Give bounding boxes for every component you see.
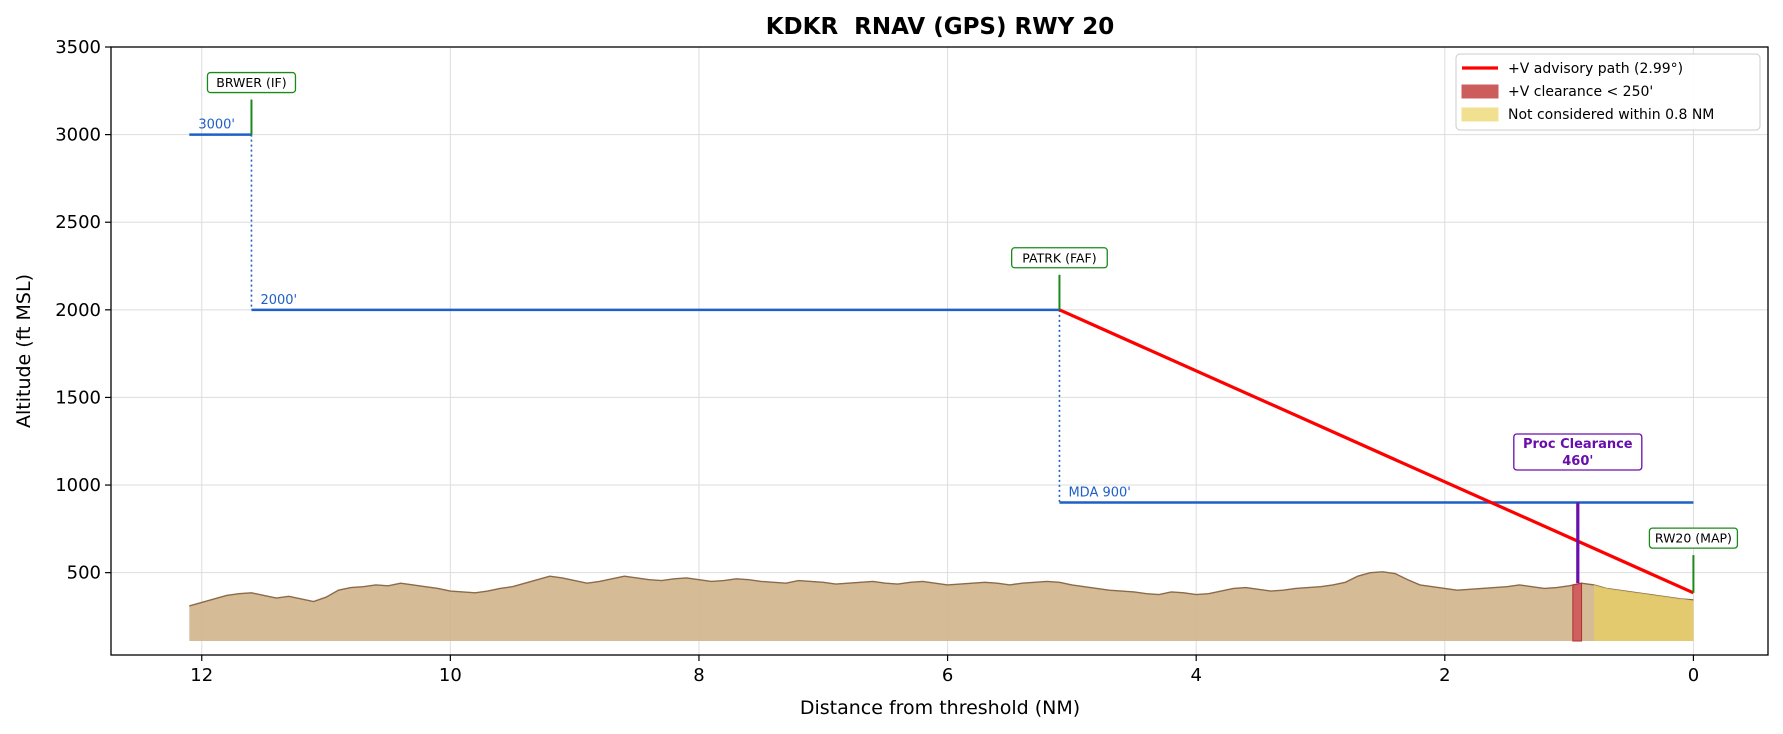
x-axis-label: Distance from threshold (NM) — [800, 697, 1080, 719]
x-tick-label: 10 — [439, 665, 462, 686]
fix-label-box — [1011, 247, 1108, 269]
y-tick-label: 3500 — [55, 37, 101, 58]
legend-patch-swatch — [1461, 84, 1499, 99]
y-tick-label: 500 — [67, 563, 101, 584]
x-tick-label: 4 — [1190, 665, 1201, 686]
x-axis-ticks: 12 10 8 6 4 2 0 — [190, 655, 1699, 686]
y-axis-ticks: 500 1000 1500 2000 2500 3000 3500 — [55, 37, 111, 584]
legend-label: +V clearance < 250' — [1508, 84, 1653, 100]
altitude-segment-label: 2000' — [260, 293, 297, 308]
segments-layer: 3000' 2000' MDA 900' — [189, 118, 1694, 504]
fix-label: PATRK (FAF) — [1022, 250, 1096, 265]
y-tick-label: 3000 — [55, 125, 101, 146]
proc-clearance-title: Proc Clearance — [1523, 437, 1633, 452]
clearance-band — [1572, 582, 1583, 642]
x-tick-label: 6 — [942, 665, 953, 686]
fix-label: BRWER (IF) — [216, 75, 286, 90]
grid — [111, 46, 1768, 655]
bands-layer — [1572, 582, 1694, 642]
not-considered-band — [1593, 584, 1694, 641]
fix-label: RW20 (MAP) — [1655, 531, 1732, 546]
advisory-path-line — [1058, 308, 1695, 595]
y-tick-label: 2000 — [55, 300, 101, 321]
x-tick-label: 8 — [693, 665, 704, 686]
terrain-layer — [189, 571, 1694, 641]
legend-patch-swatch — [1461, 107, 1499, 122]
y-tick-label: 1500 — [55, 387, 101, 408]
proc-clearance-box — [1513, 433, 1643, 471]
altitude-segment-label: 3000' — [198, 118, 235, 133]
x-tick-label: 2 — [1439, 665, 1450, 686]
terrain-area — [189, 571, 1694, 641]
legend: +V advisory path (2.99°) +V clearance < 2… — [1455, 53, 1761, 131]
plot-frame — [110, 46, 1769, 656]
chart-title: KDKR RNAV (GPS) RWY 20 — [766, 14, 1115, 40]
legend-frame — [1455, 53, 1761, 131]
path-layer — [1058, 308, 1695, 595]
x-tick-label: 0 — [1688, 665, 1699, 686]
y-axis-label: Altitude (ft MSL) — [13, 274, 35, 428]
proc-clearance-value: 460' — [1562, 454, 1593, 469]
terrain-profile-line — [189, 571, 1694, 607]
x-tick-label: 12 — [190, 665, 213, 686]
legend-label: Not considered within 0.8 NM — [1508, 107, 1714, 123]
fix-label-box — [1648, 527, 1739, 549]
clearance-layer: Proc Clearance 460' — [1513, 433, 1643, 584]
y-tick-label: 2500 — [55, 212, 101, 233]
fix-label-box — [206, 71, 297, 94]
fixes-layer: BRWER (IF) PATRK (FAF) RW20 (MAP) — [206, 71, 1739, 593]
y-tick-label: 1000 — [55, 475, 101, 496]
altitude-segment-label: MDA 900' — [1068, 486, 1130, 501]
legend-label: +V advisory path (2.99°) — [1508, 61, 1683, 77]
